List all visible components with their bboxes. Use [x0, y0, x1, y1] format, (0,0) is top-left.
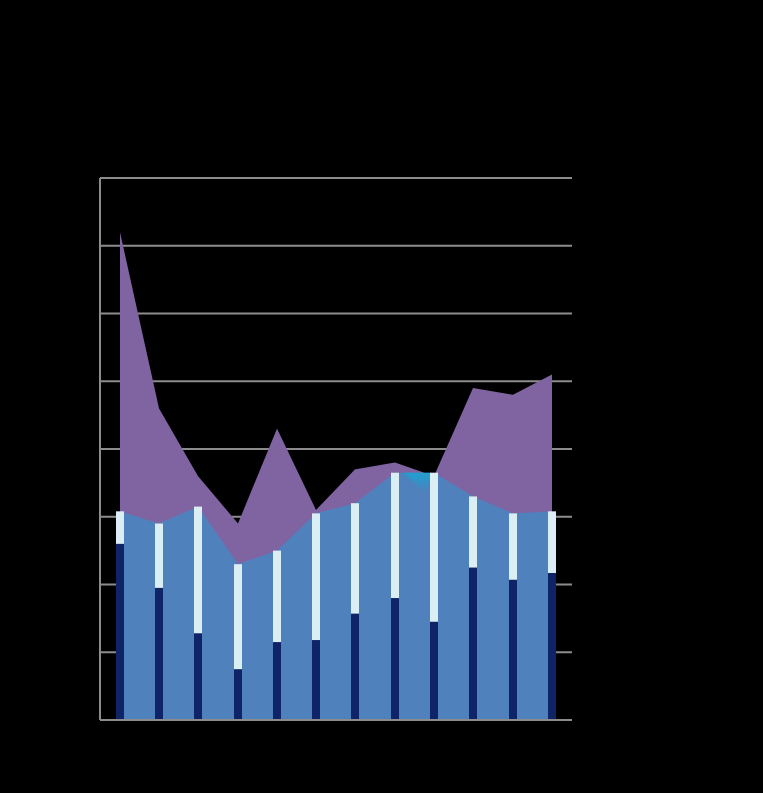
bar-dark [234, 669, 242, 720]
bar-dark [273, 642, 281, 720]
bar-dark [391, 598, 399, 720]
bar-dark [155, 587, 163, 720]
bar-dark [509, 579, 517, 720]
bar-light [234, 564, 242, 720]
bar-series [116, 472, 556, 720]
bar-dark [351, 613, 359, 720]
bar-dark [116, 543, 124, 720]
bar-dark [469, 567, 477, 720]
bar-dark [194, 633, 202, 720]
bar-light [351, 503, 359, 720]
bar-dark [312, 640, 320, 720]
bar-dark [430, 621, 438, 720]
bar-light [273, 550, 281, 720]
bar-dark [548, 572, 556, 720]
bar-light [430, 472, 438, 720]
area-highlight [403, 472, 432, 494]
lower-area [120, 472, 552, 720]
bar-light [312, 513, 320, 720]
bar-light [391, 472, 399, 720]
axes [99, 178, 572, 721]
area-series [120, 232, 552, 720]
bar-light [194, 506, 202, 720]
